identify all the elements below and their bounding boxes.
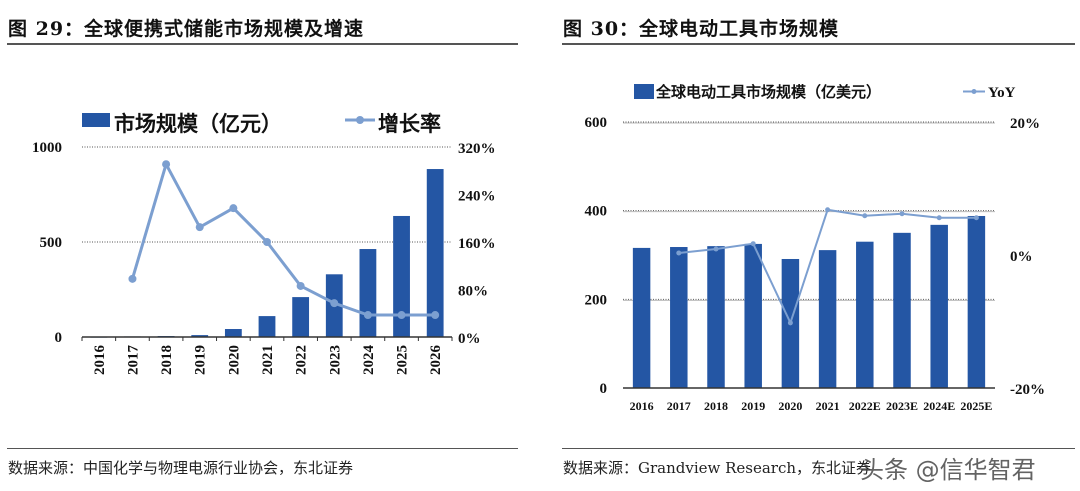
chart2-y-tick-label: 400 [585, 204, 608, 220]
chart2-line-point-2019 [750, 241, 756, 247]
chart1-title: 图 29：全球便携式储能市场规模及增速 [8, 18, 365, 40]
chart2-y2-tick-label: -20% [1010, 382, 1045, 398]
chart2-x-tick-label: 2016 [630, 399, 654, 413]
chart1-line-point-2017 [128, 274, 137, 283]
chart2-line-point-2022E [862, 213, 868, 219]
chart2-line-point-2020 [787, 320, 793, 326]
chart2-x-tick-label: 2020 [778, 399, 802, 413]
chart2-bar-2022E [856, 241, 874, 388]
chart1-line-point-2021 [263, 238, 271, 246]
chart2-title: 图 30：全球电动工具市场规模 [563, 18, 840, 40]
chart1-x-tick-label: 2026 [428, 345, 444, 376]
chart2-line-point-2018 [713, 246, 719, 252]
chart2-x-tick-label: 2021 [816, 399, 840, 413]
chart2-bar-2018 [707, 246, 725, 388]
chart2-bar-2023E [893, 232, 911, 388]
chart1-top-rule [7, 43, 518, 45]
chart1-x-tick-label: 2020 [226, 345, 242, 375]
chart1-bar-2019 [191, 335, 209, 337]
chart2-bar-2025E [967, 215, 986, 388]
chart1-bar-2026 [426, 169, 444, 337]
chart1-y-tick-label: 500 [40, 235, 63, 251]
chart1-line-point-2018 [162, 160, 171, 169]
chart1-x-tick-label: 2024 [361, 345, 377, 376]
chart2-bar-2021 [818, 250, 837, 388]
watermark: 头条 @信华智君 [860, 456, 1036, 484]
chart1-line-point-2022 [296, 281, 305, 290]
chart2-y2-tick-label: 20% [1010, 116, 1040, 132]
chart1-bar-2020 [224, 329, 242, 337]
chart1-y2-tick-label: 80% [458, 284, 488, 300]
chart2-y-tick-label: 600 [585, 115, 608, 131]
chart1-line-point-2020 [229, 204, 238, 213]
chart1-y-tick-label: 0 [55, 330, 63, 346]
chart1-bar-2025 [393, 215, 410, 337]
chart2-y-tick-label: 200 [585, 292, 608, 308]
chart1-bar-2021 [258, 316, 276, 337]
chart2-x-tick-label: 2024E [923, 399, 955, 413]
chart2-x-tick-label: 2022E [849, 399, 881, 413]
chart2-line-point-2023E [899, 211, 905, 217]
chart1-x-tick-label: 2021 [260, 345, 276, 375]
chart1-legend-bar-swatch [82, 113, 110, 127]
chart2-line-point-2017 [676, 250, 682, 256]
chart2-x-tick-label: 2018 [704, 399, 728, 413]
chart2-bar-2019 [744, 243, 762, 388]
chart2-legend-bar-label: 全球电动工具市场规模（亿美元） [655, 83, 881, 101]
chart2-x-tick-label: 2025E [960, 399, 992, 413]
chart1-legend-line-label: 增长率 [378, 112, 441, 136]
chart2-x-tick-label: 2017 [667, 399, 691, 413]
chart1-line-series [131, 160, 436, 317]
chart1-legend-bar-label: 市场规模（亿元） [114, 112, 282, 136]
chart1-bar-2022 [292, 297, 310, 337]
chart2-bar-2017 [670, 247, 688, 388]
chart1-bar-2024 [359, 249, 377, 337]
chart1-y2-tick-label: 160% [458, 236, 496, 252]
chart1-x-tick-label: 2023 [327, 345, 343, 375]
chart2-y-tick-label: 0 [600, 381, 608, 397]
chart1-x-tick-label: 2025 [395, 345, 411, 375]
chart2-bar-2016 [632, 247, 651, 388]
chart1-line-point-2026 [431, 311, 440, 320]
chart2-top-rule [562, 43, 1075, 45]
chart1-y2-tick-label: 240% [458, 189, 496, 205]
chart1-bottom-rule [7, 448, 518, 449]
chart2-legend-line-label: YoY [988, 85, 1016, 101]
chart2-x-tick-label: 2023E [886, 399, 918, 413]
chart2-bar-2024E [930, 224, 948, 388]
chart1-line-point-2024 [363, 311, 372, 320]
chart2-legend-line-marker [971, 89, 977, 94]
chart2-line-point-2024E [936, 215, 942, 221]
chart2-line-point-2025E [973, 215, 979, 221]
chart1-y2-tick-label: 320% [458, 141, 496, 157]
chart1-line-point-2025 [397, 311, 406, 320]
chart2-line-point-2021 [825, 207, 831, 213]
chart1-x-tick-label: 2017 [125, 345, 141, 376]
chart2-legend-bar-swatch [634, 84, 654, 99]
chart1-x-tick-label: 2016 [92, 345, 108, 376]
chart1-x-tick-label: 2022 [294, 345, 310, 375]
chart1-line-point-2023 [330, 299, 339, 308]
chart1-x-tick-label: 2019 [193, 345, 209, 375]
chart2-source: 数据来源：Grandview Research，东北证券 [563, 459, 872, 477]
chart1-x-tick-label: 2018 [159, 345, 175, 375]
chart2-y2-tick-label: 0% [1010, 249, 1033, 265]
chart1-legend-line-marker [356, 116, 364, 124]
chart2-bottom-rule [562, 448, 1075, 449]
chart1-y2-tick-label: 0% [458, 331, 481, 347]
chart1-y-tick-label: 1000 [32, 140, 62, 156]
chart1-source: 数据来源：中国化学与物理电源行业协会，东北证券 [8, 459, 354, 477]
chart2-x-tick-label: 2019 [741, 399, 765, 413]
chart1-line-point-2019 [195, 223, 204, 232]
